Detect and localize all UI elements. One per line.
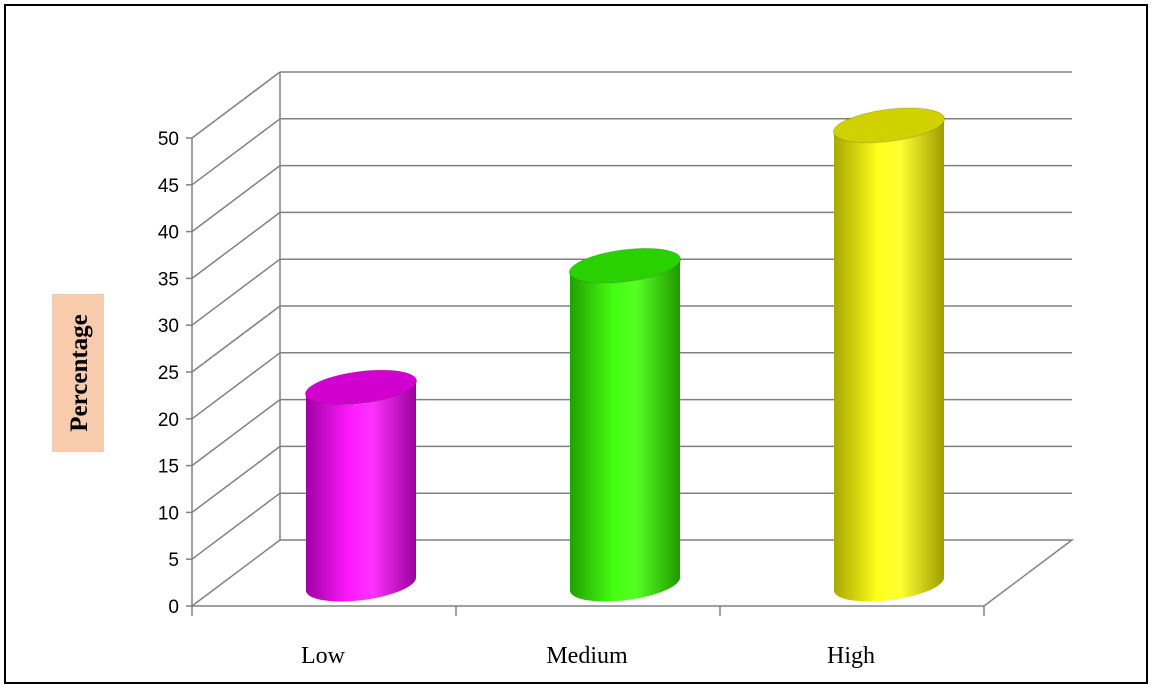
y-tick-label: 10: [158, 503, 179, 524]
bar-top-cap: [304, 369, 418, 406]
side-wall-gridline: [191, 305, 281, 373]
y-tick-label: 30: [158, 316, 179, 337]
y-tick-label: 25: [158, 363, 179, 384]
y-axis-title-background: [52, 294, 104, 452]
side-wall-gridline: [191, 492, 281, 560]
side-wall-gridline: [191, 165, 281, 233]
side-wall-gridline: [191, 71, 281, 139]
side-wall-gridline: [191, 539, 281, 607]
y-axis-title-text: Percentage: [66, 314, 93, 432]
y-tick-label: 15: [158, 457, 179, 478]
y-tick-label: 40: [158, 223, 179, 244]
bar-body: [306, 380, 417, 602]
side-wall-gridline: [191, 258, 281, 326]
bar-body: [570, 258, 681, 602]
bar-body: [834, 118, 945, 602]
y-tick-label: 45: [158, 176, 179, 197]
y-tick-label: 35: [158, 269, 179, 290]
bar-top-cap-shade: [305, 370, 417, 405]
y-tick-label: 20: [158, 410, 179, 431]
bar-top-cap-shade: [569, 248, 681, 284]
x-tick-label: High: [827, 643, 875, 669]
y-tick-label: 5: [168, 550, 179, 571]
chart-bars: [304, 107, 946, 602]
x-tick-label: Medium: [546, 643, 628, 669]
side-wall-gridline: [191, 399, 281, 467]
bar-medium: [568, 247, 682, 602]
bar-top-cap: [568, 247, 682, 284]
bar-top-cap-shade: [833, 107, 945, 143]
bar-high: [832, 107, 946, 602]
x-tick-labels: Low Medium High: [301, 643, 875, 669]
bar-top-cap: [832, 107, 946, 144]
side-wall-gridline: [191, 118, 281, 186]
side-wall-gridline: [191, 211, 281, 279]
chart-axes: [186, 137, 985, 616]
y-tick-label: 0: [168, 597, 179, 618]
side-wall-gridline: [191, 352, 281, 420]
floor-edge: [280, 539, 1075, 607]
y-tick-labels: 0 5 10 15 20 25 30 35 40 45 50: [158, 129, 179, 618]
y-axis-title: Percentage: [52, 294, 104, 452]
side-wall-gridline: [191, 445, 281, 514]
x-tick-label: Low: [301, 643, 346, 669]
y-tick-label: 50: [158, 129, 179, 150]
bar-low: [304, 369, 418, 602]
